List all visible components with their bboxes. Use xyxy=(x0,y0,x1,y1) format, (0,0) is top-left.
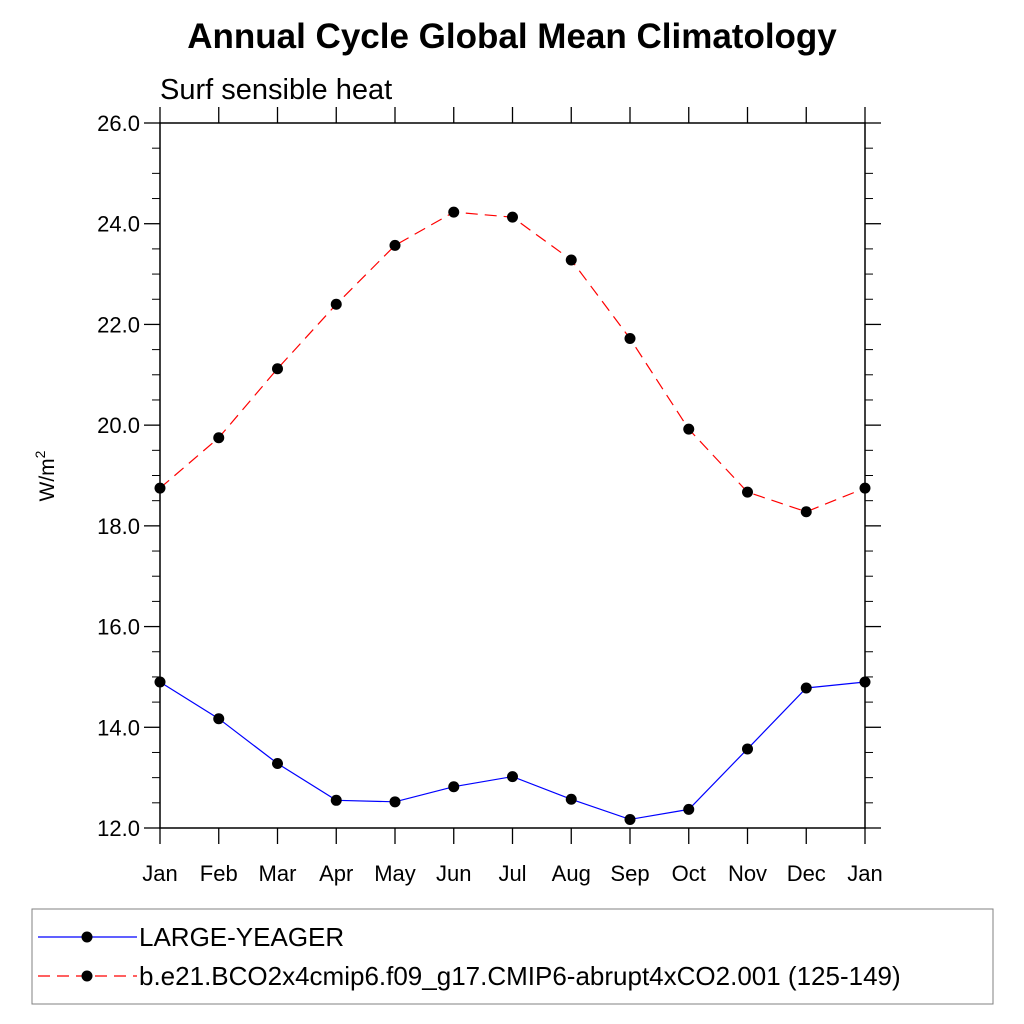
series-2-point xyxy=(800,506,812,518)
series-1-point xyxy=(800,682,812,694)
series-2-point xyxy=(742,486,753,498)
y-axis-label-text: W/m xyxy=(36,458,59,501)
series-2-point xyxy=(213,432,225,444)
series-2-point xyxy=(272,363,283,375)
series-line-2 xyxy=(159,211,866,513)
series-2-point xyxy=(448,206,460,218)
y-axis-label-superscript: 2 xyxy=(32,450,48,458)
series-1-point xyxy=(330,794,342,806)
series-1-point xyxy=(742,743,753,755)
y-tick-label: 18.0 xyxy=(97,514,140,539)
y-tick-label: 20.0 xyxy=(97,413,140,438)
x-tick-label: Mar xyxy=(259,861,297,886)
series-1-point xyxy=(507,771,518,783)
x-tick-label: Oct xyxy=(672,861,706,886)
series-1-point xyxy=(272,758,283,770)
series-2-point xyxy=(389,239,401,251)
series-1-point xyxy=(389,796,401,808)
x-tick-label: Feb xyxy=(200,861,238,886)
legend: LARGE-YEAGER b.e21.BCO2x4cmip6.f09_g17.CM… xyxy=(38,922,901,991)
y-tick-label: 12.0 xyxy=(97,816,140,841)
y-tick-label: 24.0 xyxy=(97,212,140,237)
y-tick-label: 26.0 xyxy=(97,111,140,136)
series-2-point xyxy=(565,254,577,266)
legend-label-2: b.e21.BCO2x4cmip6.f09_g17.CMIP6-abrupt4x… xyxy=(139,961,901,991)
x-tick-label: Nov xyxy=(728,861,767,886)
x-tick-labels: Jan Feb Mar Apr May Jun Jul Aug Sep Oct Nov Dec Jan xyxy=(142,861,882,886)
x-tick-label: Jul xyxy=(498,861,526,886)
series-2-point xyxy=(624,333,636,345)
data-series xyxy=(154,206,871,825)
x-tick-label: Sep xyxy=(610,861,649,886)
chart-title: Annual Cycle Global Mean Climatology xyxy=(187,17,837,56)
y-tick-labels: 12.0 14.0 16.0 18.0 20.0 22.0 24.0 26.0 xyxy=(97,111,140,841)
legend-marker-2 xyxy=(81,970,93,982)
x-tick-label: May xyxy=(374,861,416,886)
series-1-point xyxy=(213,713,225,725)
series-1-point xyxy=(448,781,460,793)
series-line-1 xyxy=(159,681,866,821)
series-1-point xyxy=(624,813,636,825)
series-1-point xyxy=(683,803,695,815)
y-tick-label: 14.0 xyxy=(97,715,140,740)
x-tick-label: Dec xyxy=(787,861,826,886)
x-tick-label: Jan xyxy=(847,861,882,886)
axis-ticks xyxy=(144,107,881,844)
x-tick-label: Apr xyxy=(319,861,353,886)
x-tick-label: Jan xyxy=(142,861,177,886)
chart-subtitle: Surf sensible heat xyxy=(160,74,392,106)
series-2-point xyxy=(683,423,695,435)
x-tick-label: Jun xyxy=(436,861,471,886)
y-tick-label: 22.0 xyxy=(97,312,140,337)
y-axis-label: W/m2 xyxy=(32,450,59,501)
plot-frame xyxy=(159,122,866,829)
series-1-point xyxy=(565,793,577,805)
x-tick-label: Aug xyxy=(552,861,591,886)
legend-marker-1 xyxy=(81,931,93,943)
legend-label-1: LARGE-YEAGER xyxy=(139,922,344,952)
series-2-point xyxy=(507,211,518,223)
series-2-point xyxy=(330,298,342,310)
y-tick-label: 16.0 xyxy=(97,615,140,640)
legend-box xyxy=(31,908,994,1005)
